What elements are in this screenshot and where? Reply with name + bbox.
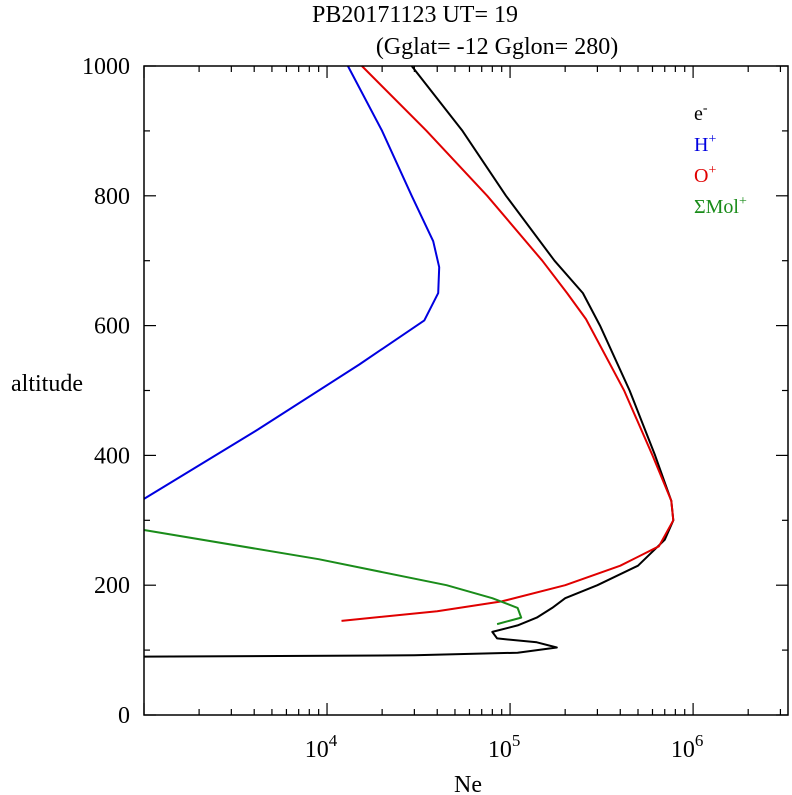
legend-entry: H+ [694,132,716,156]
x-tick-label: 104 [305,731,338,763]
chart-subtitle: (Gglat= -12 Gglon= 280) [376,34,618,60]
y-tick-label: 0 [118,703,130,729]
axis-ticks [143,65,788,716]
y-tick-label: 400 [94,443,130,469]
y-tick-label: 800 [94,184,130,210]
y-tick-label: 200 [94,573,130,599]
data-curves [143,65,675,658]
x-tick-label: 106 [671,731,704,763]
x-axis-label: Ne [454,772,482,795]
series-line-e [143,65,675,658]
legend-entry: e- [694,101,708,125]
legend: e- H+ O+ ΣMol+ [694,101,747,218]
x-tick-label: 105 [488,731,520,763]
chart-title: PB20171123 UT= 19 [312,2,518,28]
y-tick-label: 1000 [82,54,130,80]
legend-entry: ΣMol+ [694,194,747,218]
series-line-o [341,65,675,622]
series-line-h [143,65,441,500]
plot-frame [143,65,789,716]
legend-entry: O+ [694,163,716,187]
series-line-mol [143,529,523,626]
y-axis-label: altitude [11,371,83,397]
y-tick-label: 600 [94,314,130,340]
tick-labels: 0 200 400 600 800 1000 104 105 106 [82,54,703,763]
